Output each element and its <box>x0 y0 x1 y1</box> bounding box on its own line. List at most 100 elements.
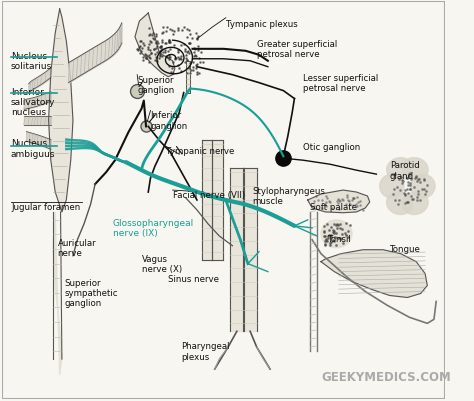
Polygon shape <box>53 213 62 375</box>
Point <box>333 199 340 205</box>
Point <box>330 231 337 237</box>
Ellipse shape <box>410 175 435 198</box>
Point <box>184 49 191 55</box>
Point <box>391 171 398 177</box>
Point <box>346 222 354 229</box>
Ellipse shape <box>321 220 352 248</box>
Point <box>321 201 328 207</box>
Point <box>338 196 346 203</box>
Point <box>145 55 152 61</box>
Point <box>338 231 346 237</box>
Point <box>326 242 334 248</box>
Point <box>174 28 182 34</box>
Point <box>328 232 335 239</box>
Point <box>324 233 331 239</box>
Point <box>141 51 149 58</box>
Point <box>140 43 147 49</box>
Point <box>146 42 153 49</box>
Point <box>337 236 345 242</box>
Point <box>322 204 330 210</box>
Point <box>395 176 403 182</box>
Polygon shape <box>243 169 257 332</box>
Text: Tonsil: Tonsil <box>328 234 351 243</box>
Point <box>193 70 201 76</box>
Point <box>186 61 194 67</box>
Point <box>193 63 201 69</box>
Point <box>146 32 154 38</box>
Point <box>146 55 154 62</box>
Point <box>182 53 190 59</box>
Point <box>409 196 416 203</box>
Point <box>185 66 193 73</box>
Point <box>321 243 329 249</box>
Point <box>352 201 359 208</box>
Text: Auricular
nerve: Auricular nerve <box>57 238 96 257</box>
Point <box>161 41 169 47</box>
Ellipse shape <box>402 192 428 215</box>
Point <box>414 188 422 194</box>
Point <box>137 49 145 55</box>
Point <box>323 221 331 228</box>
Polygon shape <box>321 250 427 298</box>
Point <box>315 197 322 203</box>
Point <box>329 237 337 244</box>
Point <box>158 47 165 53</box>
Point <box>189 68 197 75</box>
Point <box>406 170 413 177</box>
Point <box>139 57 146 64</box>
Point <box>403 175 410 182</box>
Point <box>145 45 152 51</box>
Point <box>139 54 147 61</box>
Point <box>151 47 158 53</box>
Point <box>401 190 408 196</box>
Point <box>170 43 178 49</box>
Point <box>193 36 201 43</box>
Point <box>166 55 173 61</box>
Point <box>188 36 196 43</box>
Point <box>157 45 165 51</box>
Point <box>155 56 163 62</box>
Point <box>153 44 160 50</box>
Polygon shape <box>135 14 175 77</box>
Point <box>144 47 152 53</box>
Text: Tongue: Tongue <box>390 244 420 253</box>
Point <box>163 53 170 60</box>
Point <box>414 191 421 198</box>
Point <box>137 39 145 45</box>
Point <box>183 50 191 56</box>
Point <box>189 60 197 67</box>
Point <box>174 55 182 61</box>
Polygon shape <box>308 190 370 213</box>
Point <box>174 48 182 54</box>
Point <box>137 44 144 50</box>
Point <box>149 30 156 37</box>
Point <box>322 236 330 243</box>
Text: Superior
sympathetic
ganglion: Superior sympathetic ganglion <box>64 278 118 308</box>
Point <box>349 195 357 201</box>
Point <box>340 240 347 247</box>
Point <box>171 56 179 63</box>
Point <box>183 71 191 77</box>
Point <box>165 53 173 59</box>
Point <box>328 224 335 231</box>
Point <box>405 174 412 180</box>
Text: Soft palate: Soft palate <box>310 203 357 211</box>
Point <box>413 197 420 203</box>
Point <box>356 203 364 209</box>
Point <box>403 175 410 181</box>
Text: Otic ganglion: Otic ganglion <box>303 143 361 152</box>
Point <box>166 27 174 33</box>
Point <box>323 238 330 244</box>
Point <box>334 235 341 242</box>
Point <box>163 25 171 32</box>
Point <box>168 65 175 72</box>
Text: Sinus nerve: Sinus nerve <box>168 274 219 283</box>
Point <box>165 38 173 45</box>
Point <box>157 44 164 51</box>
Point <box>420 176 428 182</box>
Point <box>169 27 176 34</box>
Point <box>166 47 174 53</box>
Text: GEEKYMEDICS.COM: GEEKYMEDICS.COM <box>321 370 451 383</box>
Point <box>396 187 404 193</box>
Point <box>177 54 185 60</box>
